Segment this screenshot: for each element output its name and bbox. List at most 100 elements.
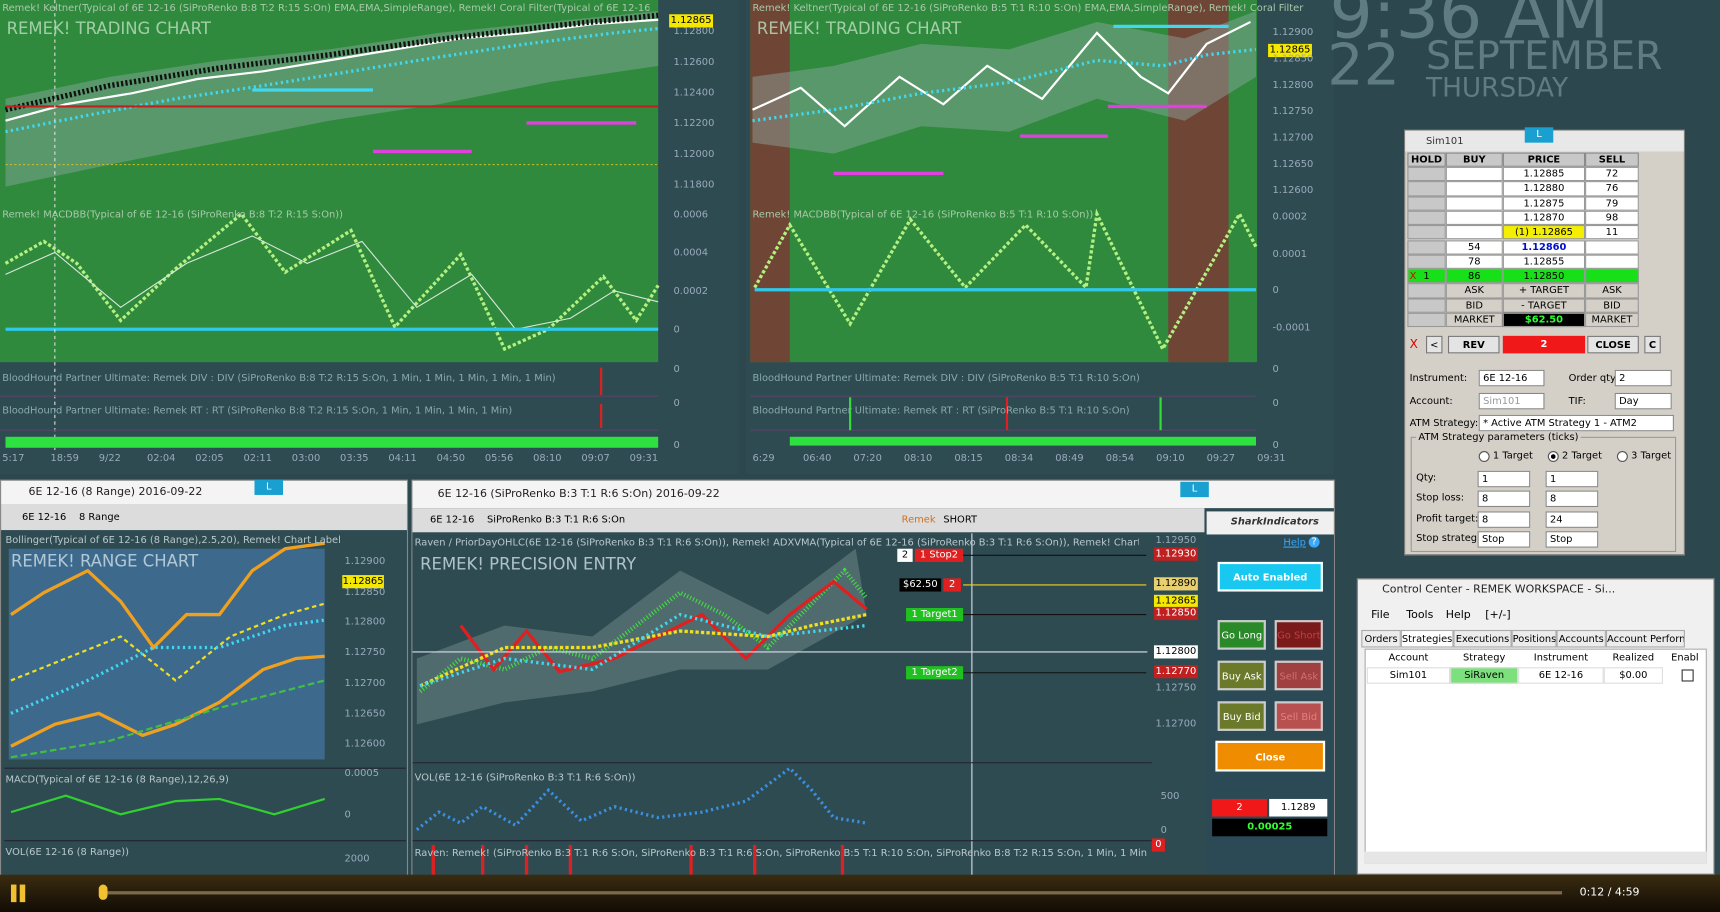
menu-item[interactable]: Tools <box>1406 609 1434 622</box>
order-button[interactable]: Buy Bid <box>1217 701 1266 731</box>
progress-knob[interactable] <box>98 884 108 900</box>
label: ATM Strategy: <box>1409 418 1479 430</box>
price-label: 1.12750 <box>1155 682 1197 694</box>
instrument-select[interactable]: 6E 12-16 <box>1478 369 1545 387</box>
bar-axis: 0 <box>673 440 680 452</box>
param-input[interactable]: 24 <box>1545 510 1599 528</box>
macd-label: 0.0005 <box>344 768 379 780</box>
tm-band <box>750 0 790 363</box>
dom-cell: 1.12880 <box>1502 181 1586 197</box>
qty-button[interactable]: 2 <box>1502 335 1586 354</box>
atm-select[interactable]: * Active ATM Strategy 1 - ATM2 <box>1478 414 1674 432</box>
time-label: 09:07 <box>581 453 610 465</box>
grid-header: Account <box>1388 652 1429 664</box>
order-button[interactable]: Go Long <box>1217 620 1266 650</box>
radio[interactable] <box>1547 451 1559 463</box>
dom-cell <box>1407 210 1446 226</box>
macd-header: MACD(Typical of 6E 12-16 (8 Range),12,26… <box>5 774 229 786</box>
shark-brand: SharkIndicators <box>1230 516 1319 528</box>
tab[interactable]: Positions <box>1511 629 1557 648</box>
pause-icon[interactable] <box>19 884 26 903</box>
close-button[interactable]: Close <box>1215 740 1326 772</box>
order-qty[interactable]: 2 <box>1614 369 1672 387</box>
back-button[interactable]: < <box>1426 335 1443 354</box>
tab[interactable]: Orders <box>1361 629 1401 648</box>
menu-item[interactable]: Help <box>1445 609 1471 622</box>
rev-button[interactable]: REV <box>1447 335 1500 354</box>
chart-header: Remek! Keltner(Typical of 6E 12-16 (SiPr… <box>752 3 1304 15</box>
tm-decor <box>750 10 1258 446</box>
price-tag: 1.12865 <box>1268 43 1312 58</box>
target-order[interactable]: 1 Target1 <box>906 607 964 622</box>
time-label: 18:59 <box>50 453 79 465</box>
pause-icon[interactable] <box>10 884 17 903</box>
param-input[interactable]: Stop <box>1477 531 1531 548</box>
close-button[interactable]: CLOSE <box>1587 335 1639 354</box>
price-label: 1.12600 <box>344 738 386 750</box>
tab[interactable]: Accounts <box>1556 629 1606 648</box>
c-button[interactable]: C <box>1644 335 1661 354</box>
dom-badge: L <box>1524 127 1554 143</box>
time-label: 02:11 <box>243 453 272 465</box>
dom-close-marker: X <box>1409 336 1418 352</box>
dom-cell: 11 <box>1585 225 1639 240</box>
time-label: 03:00 <box>291 453 321 465</box>
grid-header: Realized <box>1612 652 1655 664</box>
param-input[interactable]: 8 <box>1477 510 1531 528</box>
grid-cell: Sim101 <box>1366 667 1451 684</box>
radio[interactable] <box>1478 451 1490 463</box>
dom-cell <box>1445 196 1503 211</box>
dom-cell: 72 <box>1585 166 1639 182</box>
auto-button[interactable]: Auto Enabled <box>1217 561 1323 592</box>
radio[interactable] <box>1616 451 1628 463</box>
time-label: 9/22 <box>98 453 121 465</box>
tab[interactable]: Account Perform <box>1605 629 1685 648</box>
order-button[interactable]: Buy Ask <box>1217 660 1266 691</box>
shark-qty: 2 <box>1212 798 1267 817</box>
price-label: 1.12700 <box>1272 132 1314 144</box>
price-label: 1.12800 <box>344 617 386 629</box>
macd-label: 0.0002 <box>1272 211 1308 223</box>
window-title: 6E 12-16 (8 Range) 2016-09-22 <box>28 486 203 499</box>
order-button[interactable]: Sell Ask <box>1274 660 1323 691</box>
help-icon: ? <box>1308 536 1320 548</box>
menu-item[interactable]: File <box>1371 609 1390 622</box>
param-input[interactable]: 1 <box>1545 470 1599 488</box>
dom-cell: 79 <box>1585 196 1639 211</box>
toolbar-instrument: 6E 12-16 <box>21 512 67 524</box>
param-input[interactable]: 8 <box>1477 490 1531 508</box>
shark-offset: 0.00025 <box>1212 818 1328 837</box>
time-label: 08:10 <box>903 453 933 465</box>
price-label: 1.12700 <box>1155 718 1197 730</box>
time-label: 08:49 <box>1055 453 1084 465</box>
vol-axis: 2000 <box>344 853 370 865</box>
tab[interactable]: Strategies <box>1400 629 1454 648</box>
account-select[interactable]: Sim101 <box>1478 392 1545 410</box>
dom-cell: BID <box>1585 298 1639 313</box>
menu-item[interactable]: [+/-] <box>1485 609 1511 622</box>
target-order[interactable]: 1 Target2 <box>906 666 964 680</box>
enabled-check[interactable] <box>1681 669 1694 682</box>
param-input[interactable]: 1 <box>1477 470 1531 488</box>
order-button[interactable]: Sell Bid <box>1274 701 1323 731</box>
price-label: 1.12890 <box>1153 577 1198 591</box>
time-label: 09:31 <box>1257 453 1286 465</box>
clock-day: 22 <box>1327 32 1400 99</box>
price-label: 1.12950 <box>1155 535 1197 547</box>
param-input[interactable]: Stop <box>1545 531 1599 548</box>
tab[interactable]: Executions <box>1453 629 1512 648</box>
macd-label: 0 <box>344 809 351 821</box>
price-label: 1.12000 <box>673 149 715 161</box>
chart-header: Remek! Keltner(Typical of 6E 12-16 (SiPr… <box>2 3 650 15</box>
order-button[interactable]: Go Short <box>1274 620 1323 650</box>
tif-select[interactable]: Day <box>1614 392 1672 410</box>
stop-order[interactable]: 1 Stop2 <box>914 548 964 562</box>
toolbar-instrument: 6E 12-16 <box>430 514 475 526</box>
dom-cell: ASK <box>1445 283 1503 299</box>
time-label: 04:11 <box>388 453 417 465</box>
window-badge: L <box>1180 481 1209 498</box>
price-label: 1.12700 <box>344 678 386 689</box>
range-titlebar <box>1 480 407 505</box>
param-input[interactable]: 8 <box>1545 490 1599 508</box>
macd-label: 0.0001 <box>1272 248 1308 260</box>
